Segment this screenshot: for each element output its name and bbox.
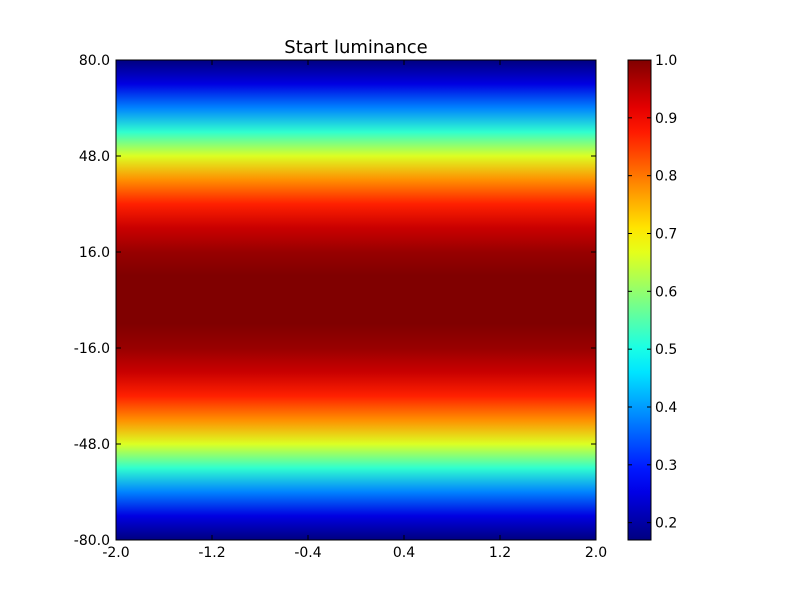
colorbar-tick-label: 0.9 xyxy=(655,111,677,127)
x-tick-label: 2.0 xyxy=(585,545,607,561)
plot-frame xyxy=(115,59,597,541)
y-tick-label: 16.0 xyxy=(79,245,110,261)
colorbar-tick-label: 0.7 xyxy=(655,226,677,242)
colorbar-tick-label: 0.2 xyxy=(655,516,677,532)
colorbar-gradient xyxy=(628,60,651,540)
colorbar-tick-label: 0.4 xyxy=(655,400,677,416)
colorbar-ticks: 1.0 0.9 0.8 0.7 0.6 0.5 0.4 0.3 0.2 xyxy=(628,53,677,532)
x-tick-label: -2.0 xyxy=(102,545,129,561)
x-tick-label: 1.2 xyxy=(489,545,511,561)
colorbar-tick-label: 1.0 xyxy=(655,53,677,69)
y-tick-label: -80.0 xyxy=(74,533,110,549)
y-tick-label: -16.0 xyxy=(74,341,110,357)
colorbar-tick-label: 0.6 xyxy=(655,284,677,300)
colorbar: 1.0 0.9 0.8 0.7 0.6 0.5 0.4 0.3 0.2 xyxy=(627,53,677,541)
chart-title: Start luminance xyxy=(284,37,427,58)
heatmap-area xyxy=(116,60,596,540)
colorbar-tick-label: 0.5 xyxy=(655,342,677,358)
y-tick-label: 48.0 xyxy=(79,149,110,165)
x-tick-label: -0.4 xyxy=(294,545,321,561)
heatmap-image xyxy=(116,60,596,540)
x-tick-label: -1.2 xyxy=(198,545,225,561)
y-tick-label: -48.0 xyxy=(74,437,110,453)
y-tick-label: 80.0 xyxy=(79,53,110,69)
x-tick-label: 0.4 xyxy=(393,545,415,561)
colorbar-frame xyxy=(627,59,652,541)
colorbar-tick-label: 0.3 xyxy=(655,458,677,474)
colorbar-tick-label: 0.8 xyxy=(655,169,677,185)
